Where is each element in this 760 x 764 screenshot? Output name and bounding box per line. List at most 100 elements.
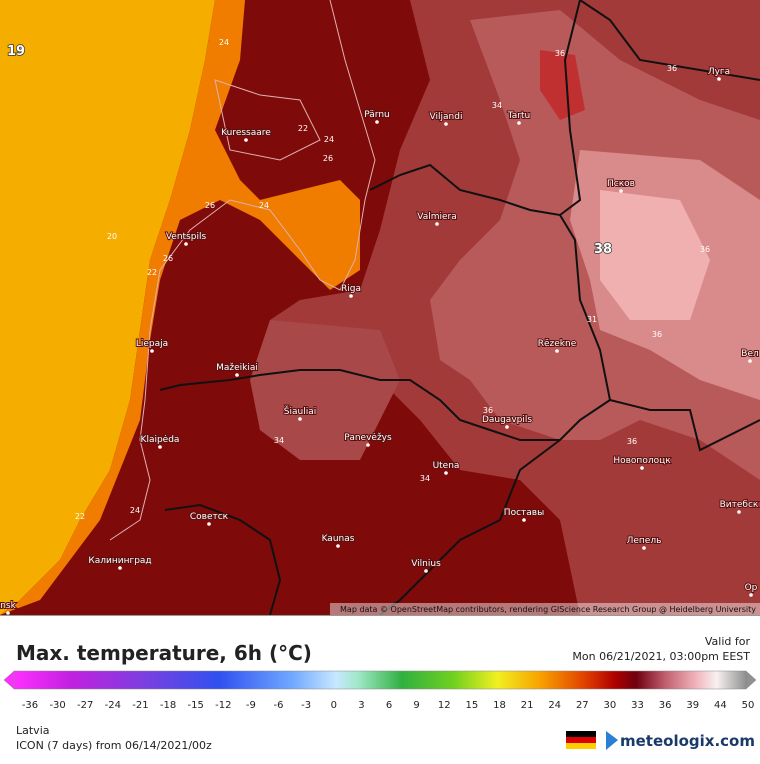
contour-label: 36 [483, 406, 493, 415]
city-label: Valmiera [417, 212, 457, 222]
city-label: Tartu [507, 111, 530, 121]
city-label: Rēzekne [538, 339, 577, 349]
colorbar-arrow-left [3, 670, 15, 690]
contour-label: 26 [205, 201, 215, 210]
city-dot [207, 522, 211, 526]
city-label: Ventspils [166, 232, 207, 242]
colorbar-tick-label: 18 [493, 700, 506, 711]
city-dot [444, 471, 448, 475]
title: Max. temperature, 6h (°C) [16, 641, 312, 665]
city-dot [244, 138, 248, 142]
contour-label: 34 [420, 474, 430, 483]
contour-label: 36 [652, 330, 662, 339]
city-label: nsk [0, 601, 16, 611]
region: Latvia [16, 724, 50, 737]
city-label: Klaipėda [141, 435, 180, 445]
city-dot [158, 445, 162, 449]
city-dot [717, 77, 721, 81]
city-label: Советск [190, 512, 229, 522]
colorbar-arrow-right [745, 670, 757, 690]
city-dot [336, 544, 340, 548]
flag [566, 731, 596, 749]
contour-label: 26 [163, 254, 173, 263]
model-run: ICON (7 days) from 06/14/2021/00z [16, 739, 212, 752]
map [0, 0, 760, 615]
contour-label: 22 [75, 512, 85, 521]
city-dot [424, 569, 428, 573]
flag-stripe [566, 743, 596, 749]
city-dot [642, 546, 646, 550]
contour-label-major: 19 [7, 44, 25, 59]
lake-zone [540, 50, 585, 120]
city-dot [748, 359, 752, 363]
colorbar-tick-label: -27 [77, 700, 93, 711]
colorbar-tick-label: -30 [49, 700, 65, 711]
contour-labels: 19 38 24 22 24 26 24 26 20 22 26 34 36 36 36 36 36 34 34 22… [6, 38, 710, 521]
contour-label: 34 [492, 101, 502, 110]
city-label: Viljandi [430, 112, 463, 122]
kaliningrad-border [164, 503, 282, 616]
city-dot [640, 466, 644, 470]
estonia-border [559, 0, 582, 216]
attribution: Map data © OpenStreetMap contributors, r… [340, 605, 756, 614]
contour-label-major: 38 [594, 242, 612, 257]
colorbar-tick-label: 30 [604, 700, 617, 711]
contour-label: 36 [667, 64, 677, 73]
city-label: Kaunas [322, 534, 355, 544]
brand: meteologix.com [620, 732, 755, 750]
city-label: Riga [341, 284, 361, 294]
colorbar-tick-label: 33 [631, 700, 644, 711]
valid-label: Valid for [705, 635, 751, 648]
contour-label: 24 [130, 506, 140, 515]
city-dot [118, 566, 122, 570]
colorbar-tick-label: -24 [105, 700, 121, 711]
contour-label: 24 [324, 135, 334, 144]
colorbar-tick-label: -15 [188, 700, 204, 711]
attribution-bg [330, 603, 760, 615]
city-dot [150, 349, 154, 353]
coast-line [109, 0, 376, 541]
colorbar-tick-label: 6 [386, 700, 392, 711]
contour-label: 36 [555, 49, 565, 58]
city-dot [366, 443, 370, 447]
contour-label: 22 [147, 268, 157, 277]
city-label: Pärnu [364, 110, 390, 120]
flag-stripe [566, 731, 596, 737]
city-dot [298, 417, 302, 421]
city-label: Vilnius [411, 559, 441, 569]
warm-zone [0, 0, 215, 615]
contour-label: 24 [259, 201, 269, 210]
colorbar [13, 670, 747, 690]
city-dot [6, 611, 10, 615]
colorbar-tick-label: 15 [465, 700, 478, 711]
lt-by-border [379, 439, 561, 616]
city-dot [749, 593, 753, 597]
contour-label: 26 [323, 154, 333, 163]
contour-label: 24 [219, 38, 229, 47]
city-label: Daugavpils [482, 415, 532, 425]
city-dot [435, 222, 439, 226]
contour-label: 20 [107, 232, 117, 241]
colorbar-tick-label: 3 [358, 700, 364, 711]
city-labels: Pärnu Viljandi Tartu Kuressaare Valmiera Vent… [0, 66, 760, 615]
russia-border [579, 0, 760, 81]
colorbar-tick-label: -12 [215, 700, 231, 711]
city-dot [517, 121, 521, 125]
city-label: Ор [745, 583, 758, 593]
city-label: Mažeikiai [216, 363, 258, 373]
contour-label: 36 [627, 437, 637, 446]
city-label: Kuressaare [221, 128, 271, 138]
colorbar-tick-label: -3 [301, 700, 311, 711]
colorbar-tick-label: 9 [413, 700, 419, 711]
city-dot [555, 349, 559, 353]
city-label: Liepaja [136, 339, 168, 349]
contour-label: 34 [274, 436, 284, 445]
colorbar-tick-label: -6 [274, 700, 284, 711]
belarus-border [609, 399, 760, 452]
city-dot [235, 373, 239, 377]
city-label: Калининград [88, 556, 151, 566]
city-label: Panevėžys [344, 433, 392, 443]
borders [159, 0, 760, 616]
